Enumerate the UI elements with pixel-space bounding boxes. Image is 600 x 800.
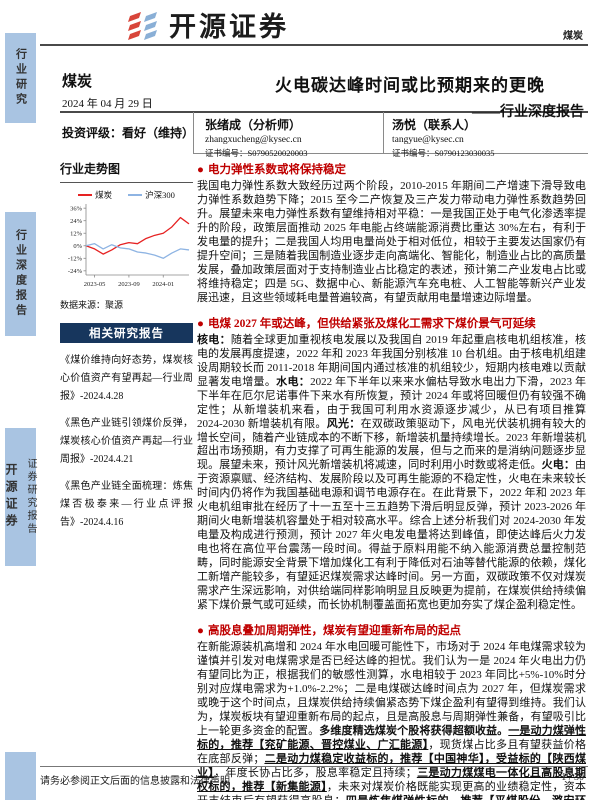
bullet-heading-text: 电力弹性系数或将保持稳定: [207, 164, 346, 176]
legend-swatch: [128, 194, 143, 196]
analyst-name: 张绪成（分析师）: [205, 118, 302, 132]
inline-bold-lead: 多维度精选煤炭个股将获得超额收益。: [319, 724, 509, 737]
related-reports-list: 《煤价维持向好态势，煤炭核心价值资产有望再起—行业周报》-2024.4.28 《…: [60, 352, 193, 532]
bullet-heading-text: 高股息叠加周期弹性，煤炭有望迎重新布局的起点: [207, 625, 461, 638]
svg-text:12%: 12%: [70, 231, 83, 238]
meta-col-divider: [383, 112, 384, 153]
svg-text:-12%: -12%: [68, 256, 83, 263]
brand-logo: 开源证券: [128, 5, 289, 44]
kaiyuan-logo-icon: [128, 11, 157, 40]
svg-text:2024-01: 2024-01: [152, 281, 174, 288]
sidebar-tab-label: 行业研究: [14, 48, 27, 108]
bullet-dot: ●: [197, 625, 204, 638]
inline-text: ，未来对煤炭价格既能实现更高的业绩稳定性，资本开支结束后有望获得高股息；: [197, 780, 587, 800]
sidebar-tab-industry-deep-report: 行业深度报告: [5, 212, 36, 336]
chart-source: 数据来源：聚源: [60, 300, 124, 310]
top-right-industry-tag: 煤炭: [563, 31, 583, 42]
meta-col-divider: [193, 112, 194, 153]
legend-label: 沪深300: [145, 190, 175, 200]
report-body: ● 电力弹性系数或将保持稳定 我国电力弹性系数大致经历过两个阶段，2010-201…: [197, 161, 586, 800]
footer-disclaimer: 请务必参阅正文后面的信息披露和法律声明: [40, 776, 230, 787]
meta-top-divider: [60, 111, 588, 113]
investment-rating: 投资评级：看好（维持）: [62, 126, 195, 140]
sidebar-brand-subtitle: 证券研究报告: [25, 458, 36, 536]
related-reports-title: 相关研究报告: [89, 328, 164, 340]
inline-text: 在新能源装机高增和 2024 年水电回暖可能性下，市场对于 2024 年电煤需求…: [197, 641, 586, 737]
analyst-card: 张绪成（分析师） zhangxucheng@kysec.cn 证书编号：S079…: [205, 116, 380, 159]
report-subtitle: ——行业深度报告: [472, 105, 584, 120]
brand-logo-text: 开源证券: [169, 12, 289, 42]
inline-text: ，年度长协占比多，股息率稳定且持续；: [214, 766, 417, 779]
inline-text: 在双碳政策驱动下，风电光伏装机拥有较大的增长空间，随着产业链成本的不断下移，新增…: [197, 417, 586, 472]
recommendation-3: 三是动力煤煤电一体化且高股息期权标的，推荐【新集能源】: [197, 766, 587, 793]
svg-text:36%: 36%: [70, 205, 83, 212]
recommendation-4: 四是炼焦煤弹性标的，推荐【平煤股份、潞安环能、淮北矿业、山西焦煤】: [197, 795, 586, 800]
svg-text:-24%: -24%: [68, 268, 83, 275]
inline-text: ，现货煤占比多且有望获益价格在底部反弹；: [197, 738, 587, 765]
inline-label-nuclear: 核电：: [197, 333, 231, 346]
analyst-cert-number: 证书编号：S0790520020003: [205, 148, 308, 158]
bullet-dot: ●: [197, 164, 204, 176]
trend-chart-svg: 36% 24% 12% 0% -12% -24%2023-05 2023-09 2024-01: [68, 204, 190, 288]
bullet-heading-coal-peak: ● 电煤 2027 年或达峰，但供给紧张及煤化工需求下煤价景气可延续: [197, 315, 586, 331]
report-title: 火电碳达峰时间或比预期来的更晚: [275, 76, 545, 95]
sidebar-brand-box: 开源证券 证券研究报告: [4, 428, 36, 566]
svg-text:2023-09: 2023-09: [118, 281, 140, 288]
bullet-dot: ●: [197, 317, 204, 330]
related-report-item: 《煤价维持向好态势，煤炭核心价值资产有望再起—行业周报》-2024.4.28: [60, 355, 193, 402]
related-report-item: 《黑色产业链引领煤价反弹，煤炭核心价值资产再起—行业周报》-2024.4.21: [60, 418, 193, 465]
svg-text:24%: 24%: [70, 218, 83, 225]
inline-text: 由于资源禀赋、经济结构、发展阶段以及可再生能源的不稳定性，火电在未来较长时间内仍…: [197, 459, 587, 612]
contact-email: tangyue@kysec.cn: [392, 135, 464, 145]
related-report-item: 《黑色产业链全面梳理：炼焦煤否极泰来—行业点评报告》-2024.4.16: [60, 481, 193, 528]
sidebar-tab-industry-research: 行业研究: [5, 33, 36, 123]
inline-label-hydro: 水电：: [276, 375, 311, 388]
svg-text:2023-05: 2023-05: [84, 281, 106, 288]
legend-item: 沪深300: [128, 189, 175, 201]
contact-card: 汤悦（联系人） tangyue@kysec.cn 证书编号：S079012303…: [392, 116, 567, 159]
paragraph-stock-picks: 在新能源装机高增和 2024 年水电回暖可能性下，市场对于 2024 年电煤需求…: [197, 641, 586, 800]
inline-label-wind-solar: 风光：: [326, 417, 361, 430]
contact-name: 汤悦（联系人）: [392, 118, 477, 132]
paragraph-power-elasticity: 我国电力弹性系数大致经历过两个阶段，2010-2015 年期间二产增速下滑导致电…: [197, 180, 586, 304]
paragraph-power-sources: 核电：随着全球更加重视核电发展以及我国自 2019 年起重启核电机组核准，核电的…: [197, 334, 586, 613]
contact-cert-number: 证书编号：S0790123030035: [392, 148, 495, 158]
recommendation-2: 二是动力煤稳定收益标的，推荐【中国神华】，受益标的【陕西煤业】: [197, 752, 587, 779]
bullet-heading-power-elasticity: ● 电力弹性系数或将保持稳定: [197, 161, 586, 177]
chart-section-title: 行业走势图: [60, 160, 193, 183]
sidebar-tab-label: 行业深度报告: [14, 229, 27, 319]
related-reports-header: 相关研究报告: [60, 323, 193, 343]
legend-swatch: [78, 194, 93, 196]
inline-text: 随着全球更加重视核电发展以及我国自 2019 年起重启核电机组核准，核电的发展再…: [197, 333, 587, 388]
sidebar-brand-name: 开源证券: [4, 463, 18, 531]
inline-text: 2022 年下半年以来来水偏枯导致水电出力下滑，2023 年下半年在厄尔尼诺事件…: [197, 375, 587, 430]
analyst-email: zhangxucheng@kysec.cn: [205, 135, 302, 145]
industry-name: 煤炭: [62, 74, 93, 90]
report-date: 2024 年 04 月 29 日: [62, 98, 153, 110]
legend-label: 煤炭: [95, 190, 113, 200]
footer-divider: [40, 766, 588, 767]
chart-legend: 煤炭 沪深300: [60, 189, 193, 201]
legend-item: 煤炭: [78, 189, 112, 201]
footer-page-number: 1 / 30: [561, 772, 584, 783]
meta-bottom-divider: [193, 153, 588, 154]
left-column: 行业走势图 煤炭 沪深300 36% 24% 12% 0% -12% -24% 2023-05…: [60, 160, 193, 532]
bullet-heading-dividend-cycle: ● 高股息叠加周期弹性，煤炭有望迎重新布局的起点: [197, 622, 586, 638]
bullet-heading-text: 电煤 2027 年或达峰，但供给紧张及煤化工需求下煤价景气可延续: [207, 317, 536, 330]
inline-label-thermal: 火电：: [541, 459, 576, 472]
recommendation-1: 一是动力煤弹性标的，推荐【兖矿能源、晋控煤业、广汇能源】: [197, 724, 587, 751]
sidebar-bottom-accent: [5, 752, 36, 800]
svg-text:0%: 0%: [73, 243, 82, 250]
header-divider: [40, 44, 588, 46]
